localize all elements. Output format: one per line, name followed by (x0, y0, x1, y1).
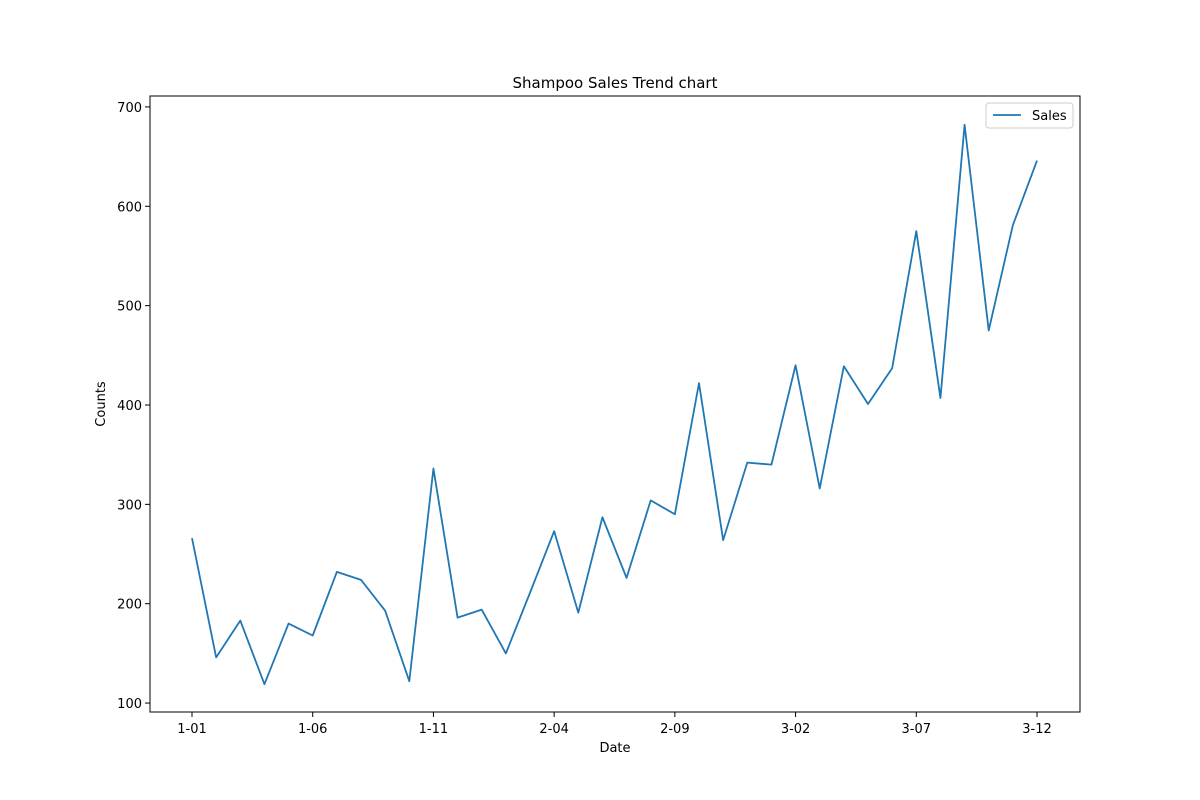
data-point (891, 367, 893, 369)
y-tick-label: 500 (117, 300, 142, 315)
data-point (746, 462, 748, 464)
legend-label: Sales (1032, 109, 1067, 124)
y-axis-label: Counts (94, 381, 109, 427)
data-point (239, 620, 241, 622)
data-point (360, 579, 362, 581)
data-point (770, 464, 772, 466)
data-point (457, 617, 459, 619)
y-axis: 100 200 300 400 500 600 700 (117, 101, 150, 712)
x-tick-label: 1-11 (419, 722, 449, 737)
data-point (384, 610, 386, 612)
x-axis-label: Date (599, 741, 630, 756)
y-tick-label: 200 (117, 598, 142, 613)
x-tick-label: 1-01 (177, 722, 207, 737)
data-point (288, 623, 290, 625)
x-axis: 1-01 1-06 1-11 2-04 2-09 3-02 3-07 3-12 (177, 712, 1052, 737)
data-point (432, 468, 434, 470)
series-group (191, 123, 1038, 686)
x-tick-label: 2-09 (660, 722, 690, 737)
data-point (408, 680, 410, 682)
data-point (915, 230, 917, 232)
data-point (553, 530, 555, 532)
data-point (1012, 224, 1014, 226)
y-tick-label: 300 (117, 498, 142, 513)
data-point (626, 577, 628, 579)
legend: Sales (985, 102, 1074, 129)
y-tick-label: 700 (117, 101, 142, 116)
data-point (698, 382, 700, 384)
x-tick-label: 2-04 (539, 722, 569, 737)
data-point (312, 635, 314, 637)
data-point (601, 516, 603, 518)
data-point (964, 124, 966, 126)
legend-box (985, 102, 1074, 129)
x-tick-label: 3-12 (1022, 722, 1052, 737)
data-point (505, 652, 507, 654)
x-tick-label: 3-07 (902, 722, 932, 737)
plot-area (149, 95, 1081, 713)
data-point (988, 329, 990, 331)
y-tick-label: 400 (117, 399, 142, 414)
data-point (481, 609, 483, 611)
data-point (1036, 160, 1038, 162)
y-tick-label: 600 (117, 200, 142, 215)
data-point (795, 364, 797, 366)
chart-title: Shampoo Sales Trend chart (513, 74, 718, 92)
data-point (722, 539, 724, 541)
data-point (939, 397, 941, 399)
series-line-sales (191, 123, 1038, 686)
data-point (867, 403, 869, 405)
y-tick-label: 100 (117, 697, 142, 712)
data-point (674, 513, 676, 515)
data-point (336, 571, 338, 573)
data-point (843, 365, 845, 367)
data-point (215, 656, 217, 658)
x-tick-label: 3-02 (781, 722, 811, 737)
data-point (650, 499, 652, 501)
data-point (529, 592, 531, 594)
data-point (819, 487, 821, 489)
data-point (191, 537, 193, 539)
x-tick-label: 1-06 (298, 722, 328, 737)
data-point (577, 612, 579, 614)
data-point (263, 683, 265, 685)
